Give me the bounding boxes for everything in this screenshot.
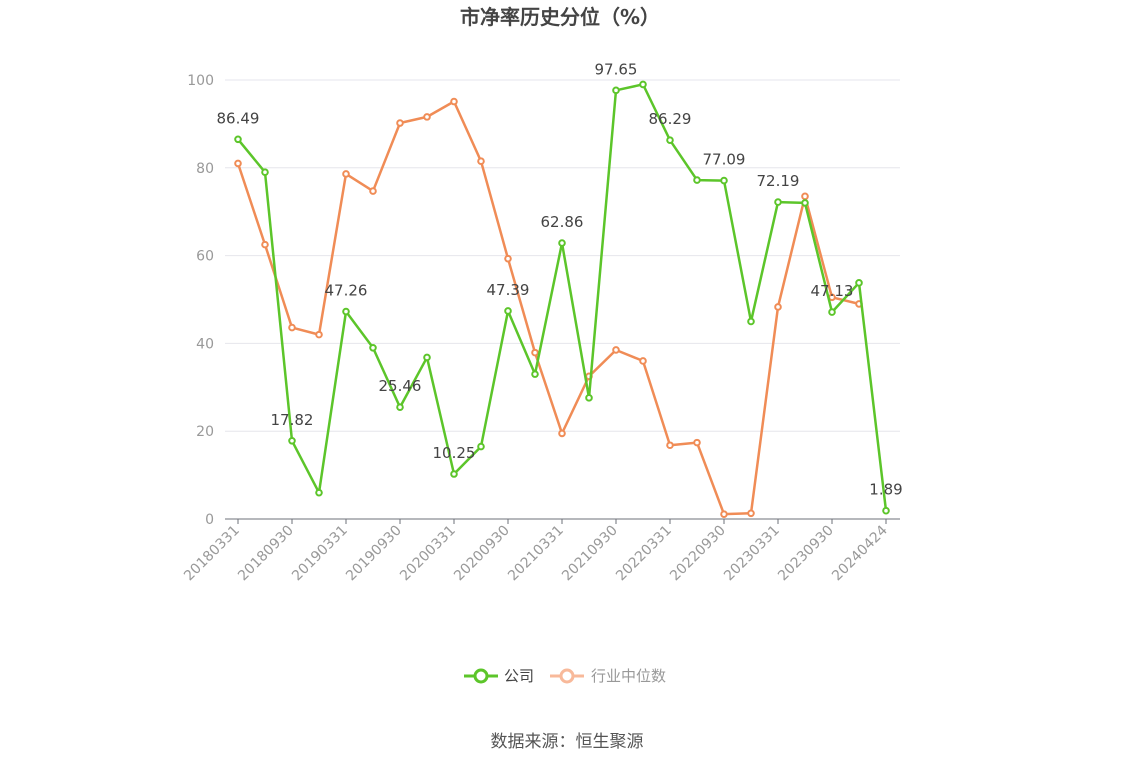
data-point-company[interactable] — [342, 307, 350, 316]
data-point-company[interactable] — [315, 488, 323, 497]
data-point-company[interactable] — [585, 394, 593, 402]
data-point-company[interactable] — [234, 135, 242, 144]
x-tick-label: 20240424 — [829, 522, 891, 584]
x-tick-label: 20220930 — [667, 523, 729, 585]
data-point-company[interactable] — [477, 442, 485, 451]
data-point-industry[interactable] — [315, 330, 323, 339]
data-label: 86.29 — [649, 110, 692, 128]
data-point-company[interactable] — [693, 176, 701, 184]
data-label: 97.65 — [595, 60, 638, 78]
y-tick-label: 100 — [187, 73, 214, 89]
legend-item-industry[interactable]: 行业中位数 — [550, 667, 666, 685]
y-tick-label: 20 — [196, 424, 214, 440]
data-label: 47.39 — [487, 281, 530, 299]
data-point-industry[interactable] — [747, 509, 755, 518]
data-point-industry[interactable] — [234, 159, 242, 168]
data-point-company[interactable] — [855, 279, 863, 287]
data-point-industry[interactable] — [396, 119, 404, 127]
data-point-industry[interactable] — [612, 346, 620, 354]
data-point-industry[interactable] — [774, 303, 782, 311]
x-tick-label: 20210331 — [505, 523, 567, 585]
x-tick-label: 20180930 — [235, 523, 297, 585]
x-tick-label: 20220331 — [613, 523, 675, 585]
data-point-industry[interactable] — [720, 510, 728, 518]
chart-title: 市净率历史分位（%） — [460, 5, 660, 29]
data-point-industry[interactable] — [342, 170, 350, 178]
data-point-industry[interactable] — [450, 97, 458, 106]
data-label: 47.13 — [811, 282, 854, 300]
y-tick-label: 80 — [196, 161, 214, 177]
data-point-company[interactable] — [531, 370, 539, 378]
x-tick-label: 20230331 — [721, 523, 783, 585]
data-label: 1.89 — [869, 481, 902, 499]
data-point-industry[interactable] — [666, 441, 674, 450]
data-point-company[interactable] — [639, 80, 647, 89]
data-point-industry[interactable] — [423, 113, 431, 121]
data-point-company[interactable] — [747, 317, 755, 326]
series-layer — [234, 80, 890, 518]
grid — [225, 79, 900, 432]
data-point-industry[interactable] — [369, 187, 377, 195]
legend-industry-label: 行业中位数 — [591, 667, 666, 685]
data-label: 47.26 — [325, 282, 368, 300]
legend-company-label: 公司 — [504, 667, 534, 685]
data-point-company[interactable] — [720, 176, 728, 185]
data-point-company[interactable] — [828, 308, 836, 316]
data-point-company[interactable] — [369, 343, 377, 352]
legend-item-company[interactable]: 公司 — [464, 667, 534, 685]
data-point-company[interactable] — [396, 403, 404, 412]
data-point-company[interactable] — [261, 168, 269, 176]
data-point-industry[interactable] — [558, 429, 566, 438]
data-label: 25.46 — [379, 377, 422, 395]
data-point-industry[interactable] — [531, 348, 539, 357]
data-point-industry[interactable] — [801, 192, 809, 201]
series-line-industry — [236, 100, 860, 516]
data-label: 86.49 — [217, 109, 260, 127]
data-point-company[interactable] — [450, 470, 458, 478]
data-point-company[interactable] — [423, 353, 431, 362]
data-point-company[interactable] — [774, 198, 782, 206]
y-tick-label: 0 — [205, 512, 214, 528]
data-point-industry[interactable] — [504, 254, 512, 263]
data-point-company[interactable] — [666, 136, 674, 144]
x-tick-label: 20230930 — [775, 523, 837, 585]
data-label: 17.82 — [271, 411, 314, 429]
data-label: 77.09 — [703, 151, 746, 169]
data-point-company[interactable] — [801, 199, 809, 207]
x-tick-label: 20190930 — [343, 523, 405, 585]
data-point-company[interactable] — [504, 307, 512, 315]
x-tick-label: 20210930 — [559, 523, 621, 585]
y-tick-label: 60 — [196, 249, 214, 265]
data-point-company[interactable] — [558, 239, 566, 247]
y-tick-label: 40 — [196, 336, 214, 352]
legend-company-marker — [473, 668, 489, 684]
data-labels: 86.49 17.82 47.26 25.46 10.25 47.39 62.86 97.65… — [217, 60, 903, 498]
data-label: 72.19 — [757, 172, 800, 190]
data-point-industry[interactable] — [288, 323, 296, 332]
data-label: 62.86 — [541, 213, 584, 231]
legend-industry-marker — [559, 668, 575, 684]
x-tick-label: 20190331 — [289, 523, 351, 585]
data-point-industry[interactable] — [477, 157, 485, 166]
data-point-company[interactable] — [612, 86, 620, 95]
x-tick-label: 20200331 — [397, 523, 459, 585]
data-point-industry[interactable] — [693, 438, 701, 447]
legend[interactable]: 公司 行业中位数 — [464, 667, 666, 685]
data-point-industry[interactable] — [261, 240, 269, 249]
x-tick-label: 20180331 — [181, 523, 243, 585]
data-source: 数据来源：恒生聚源 — [491, 732, 644, 752]
x-tick-label: 20200930 — [451, 523, 513, 585]
data-point-company[interactable] — [882, 506, 890, 515]
data-label: 10.25 — [433, 444, 476, 462]
data-point-company[interactable] — [288, 436, 296, 445]
data-point-industry[interactable] — [639, 357, 647, 365]
